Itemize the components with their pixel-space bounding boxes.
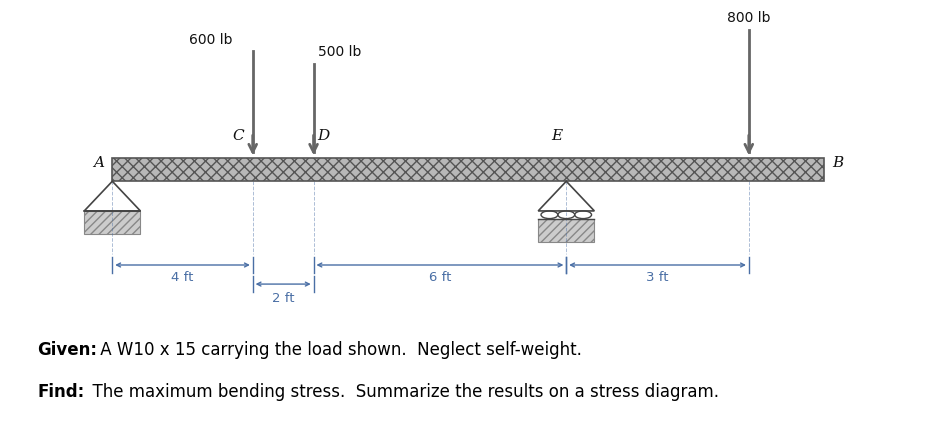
Text: 3 ft: 3 ft [646, 271, 669, 284]
Text: 500 lb: 500 lb [318, 45, 361, 59]
Text: Find:: Find: [37, 383, 84, 401]
Text: Given:: Given: [37, 341, 97, 359]
Text: 4 ft: 4 ft [171, 271, 194, 284]
Bar [84, 211, 140, 234]
Text: 600 lb: 600 lb [189, 33, 232, 47]
Text: B: B [832, 156, 843, 170]
Bar [112, 158, 824, 181]
Text: D: D [316, 128, 329, 143]
Text: The maximum bending stress.  Summarize the results on a stress diagram.: The maximum bending stress. Summarize th… [82, 383, 720, 401]
Text: A W10 x 15 carrying the load shown.  Neglect self-weight.: A W10 x 15 carrying the load shown. Negl… [95, 341, 582, 359]
Bar [538, 219, 594, 242]
Text: 2 ft: 2 ft [271, 293, 295, 305]
Text: A: A [93, 156, 104, 170]
Text: 6 ft: 6 ft [429, 271, 451, 284]
Text: C: C [233, 128, 244, 143]
Text: E: E [551, 128, 563, 143]
Text: 800 lb: 800 lb [727, 11, 770, 25]
